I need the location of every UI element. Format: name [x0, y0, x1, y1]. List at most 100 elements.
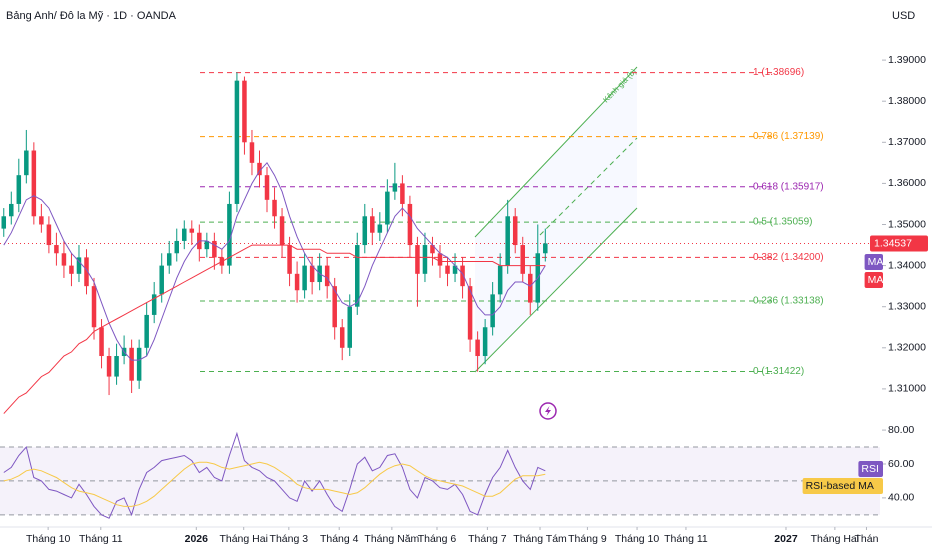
x-tick-label: Tháng Tám [513, 533, 567, 545]
y-tick-label: 1.32000 [888, 342, 926, 354]
candle-body [528, 273, 533, 303]
x-tick-label: 2026 [185, 533, 209, 545]
series-tag [802, 478, 883, 494]
candle-body [347, 306, 352, 348]
candle-body [204, 240, 210, 250]
candle-body [324, 265, 330, 287]
candle-body [174, 240, 180, 254]
candle-body [69, 265, 74, 274]
candle-body [166, 253, 172, 266]
x-tick-label: Tháng 3 [270, 533, 309, 545]
y-tick-label: 1.35000 [888, 218, 926, 230]
candle-body [400, 183, 405, 204]
x-tick-label: Tháng 9 [568, 533, 607, 545]
x-tick-label: Tháng 11 [79, 533, 123, 545]
candle-body [84, 257, 89, 287]
fib-label: 0.236 (1.33138) [753, 296, 824, 307]
candle-body [257, 162, 262, 176]
candle-body [61, 253, 67, 266]
candle-body [39, 216, 44, 225]
x-tick-label: Thán [854, 533, 878, 545]
candle-body [430, 245, 435, 254]
candle-body [234, 80, 240, 204]
candle-body [415, 245, 420, 274]
y-tick-label: 1.31000 [888, 383, 926, 395]
candle-body [212, 240, 217, 258]
candle-body [144, 314, 149, 348]
x-tick-label: Tháng Hai [811, 533, 859, 545]
rsi-tick-label: 40.00 [888, 492, 914, 504]
candle-body [287, 245, 292, 274]
candle-body [1, 216, 7, 229]
x-tick-label: 2027 [774, 533, 798, 545]
x-tick-label: Tháng 7 [468, 533, 507, 545]
price-axis [882, 0, 932, 550]
fib-label: 0.786 (1.37139) [753, 131, 824, 142]
fib-label: 0.5 (1.35059) [753, 217, 813, 228]
last-price-label: 1.34537 [874, 237, 912, 249]
candle-body [332, 286, 337, 328]
candle-body [99, 327, 104, 357]
candle-body [460, 265, 465, 287]
candle-body [339, 327, 345, 348]
candle-body [227, 203, 232, 266]
candle-body [482, 327, 488, 357]
candle-body [422, 245, 428, 274]
candle-body [490, 294, 495, 328]
y-tick-label: 1.33000 [888, 300, 926, 312]
y-tick-label: 1.36000 [888, 177, 926, 189]
last-price-tag [870, 235, 928, 252]
candle-body [151, 294, 157, 315]
series-name: MA [868, 274, 884, 286]
x-tick-label: Tháng 10 [26, 533, 71, 545]
currency: USD [892, 10, 915, 22]
candle-body [497, 265, 503, 295]
x-tick-label: Tháng 4 [320, 533, 359, 545]
candle-body [129, 347, 134, 381]
candle-body [355, 245, 360, 307]
candle-body [242, 80, 247, 143]
candle-body [189, 228, 195, 233]
lightning-icon[interactable] [539, 402, 557, 420]
candle-body [475, 339, 480, 357]
channel-lower [474, 207, 638, 373]
candle-body [309, 265, 315, 283]
fib-label: 0.618 (1.35917) [753, 181, 824, 192]
series-tag [864, 272, 883, 288]
candle-body [370, 216, 375, 233]
fib-label: 1 (1.38696) [753, 67, 804, 78]
rsi-tick-label: 60.00 [888, 458, 914, 470]
series-name: RSI-based MA [806, 480, 874, 492]
y-tick-label: 1.37000 [888, 136, 926, 148]
x-tick-label: Tháng 6 [418, 533, 457, 545]
ma-line [3, 244, 546, 414]
candle-body [16, 175, 22, 204]
candle-body [407, 203, 413, 246]
x-tick-label: Tháng Hai [219, 533, 267, 545]
candle-body [392, 183, 398, 192]
series-name: MA [868, 256, 884, 268]
series-tag [858, 461, 883, 477]
x-tick-label: Tháng 11 [664, 533, 708, 545]
candle-body [272, 199, 277, 217]
candle-body [159, 265, 164, 295]
candle-body [182, 228, 187, 241]
candle-body [106, 356, 112, 377]
candle-body [24, 150, 29, 176]
candle-body [31, 150, 37, 217]
candle-body [505, 216, 510, 266]
y-tick-label: 1.34000 [888, 259, 926, 271]
candle-body [46, 224, 52, 246]
fib-label: 0.382 (1.34200) [753, 252, 824, 263]
candle-body [520, 245, 525, 274]
chart-title: Bảng Anh/ Đô la Mỹ · 1D · OANDA [6, 10, 177, 22]
y-tick-label: 1.39000 [888, 54, 926, 66]
y-tick-label: 1.38000 [888, 95, 926, 107]
rsi-line [3, 461, 546, 507]
series-tag [864, 254, 883, 270]
candle-body [264, 175, 270, 200]
ma-line [3, 161, 546, 361]
candle-body [385, 191, 390, 225]
